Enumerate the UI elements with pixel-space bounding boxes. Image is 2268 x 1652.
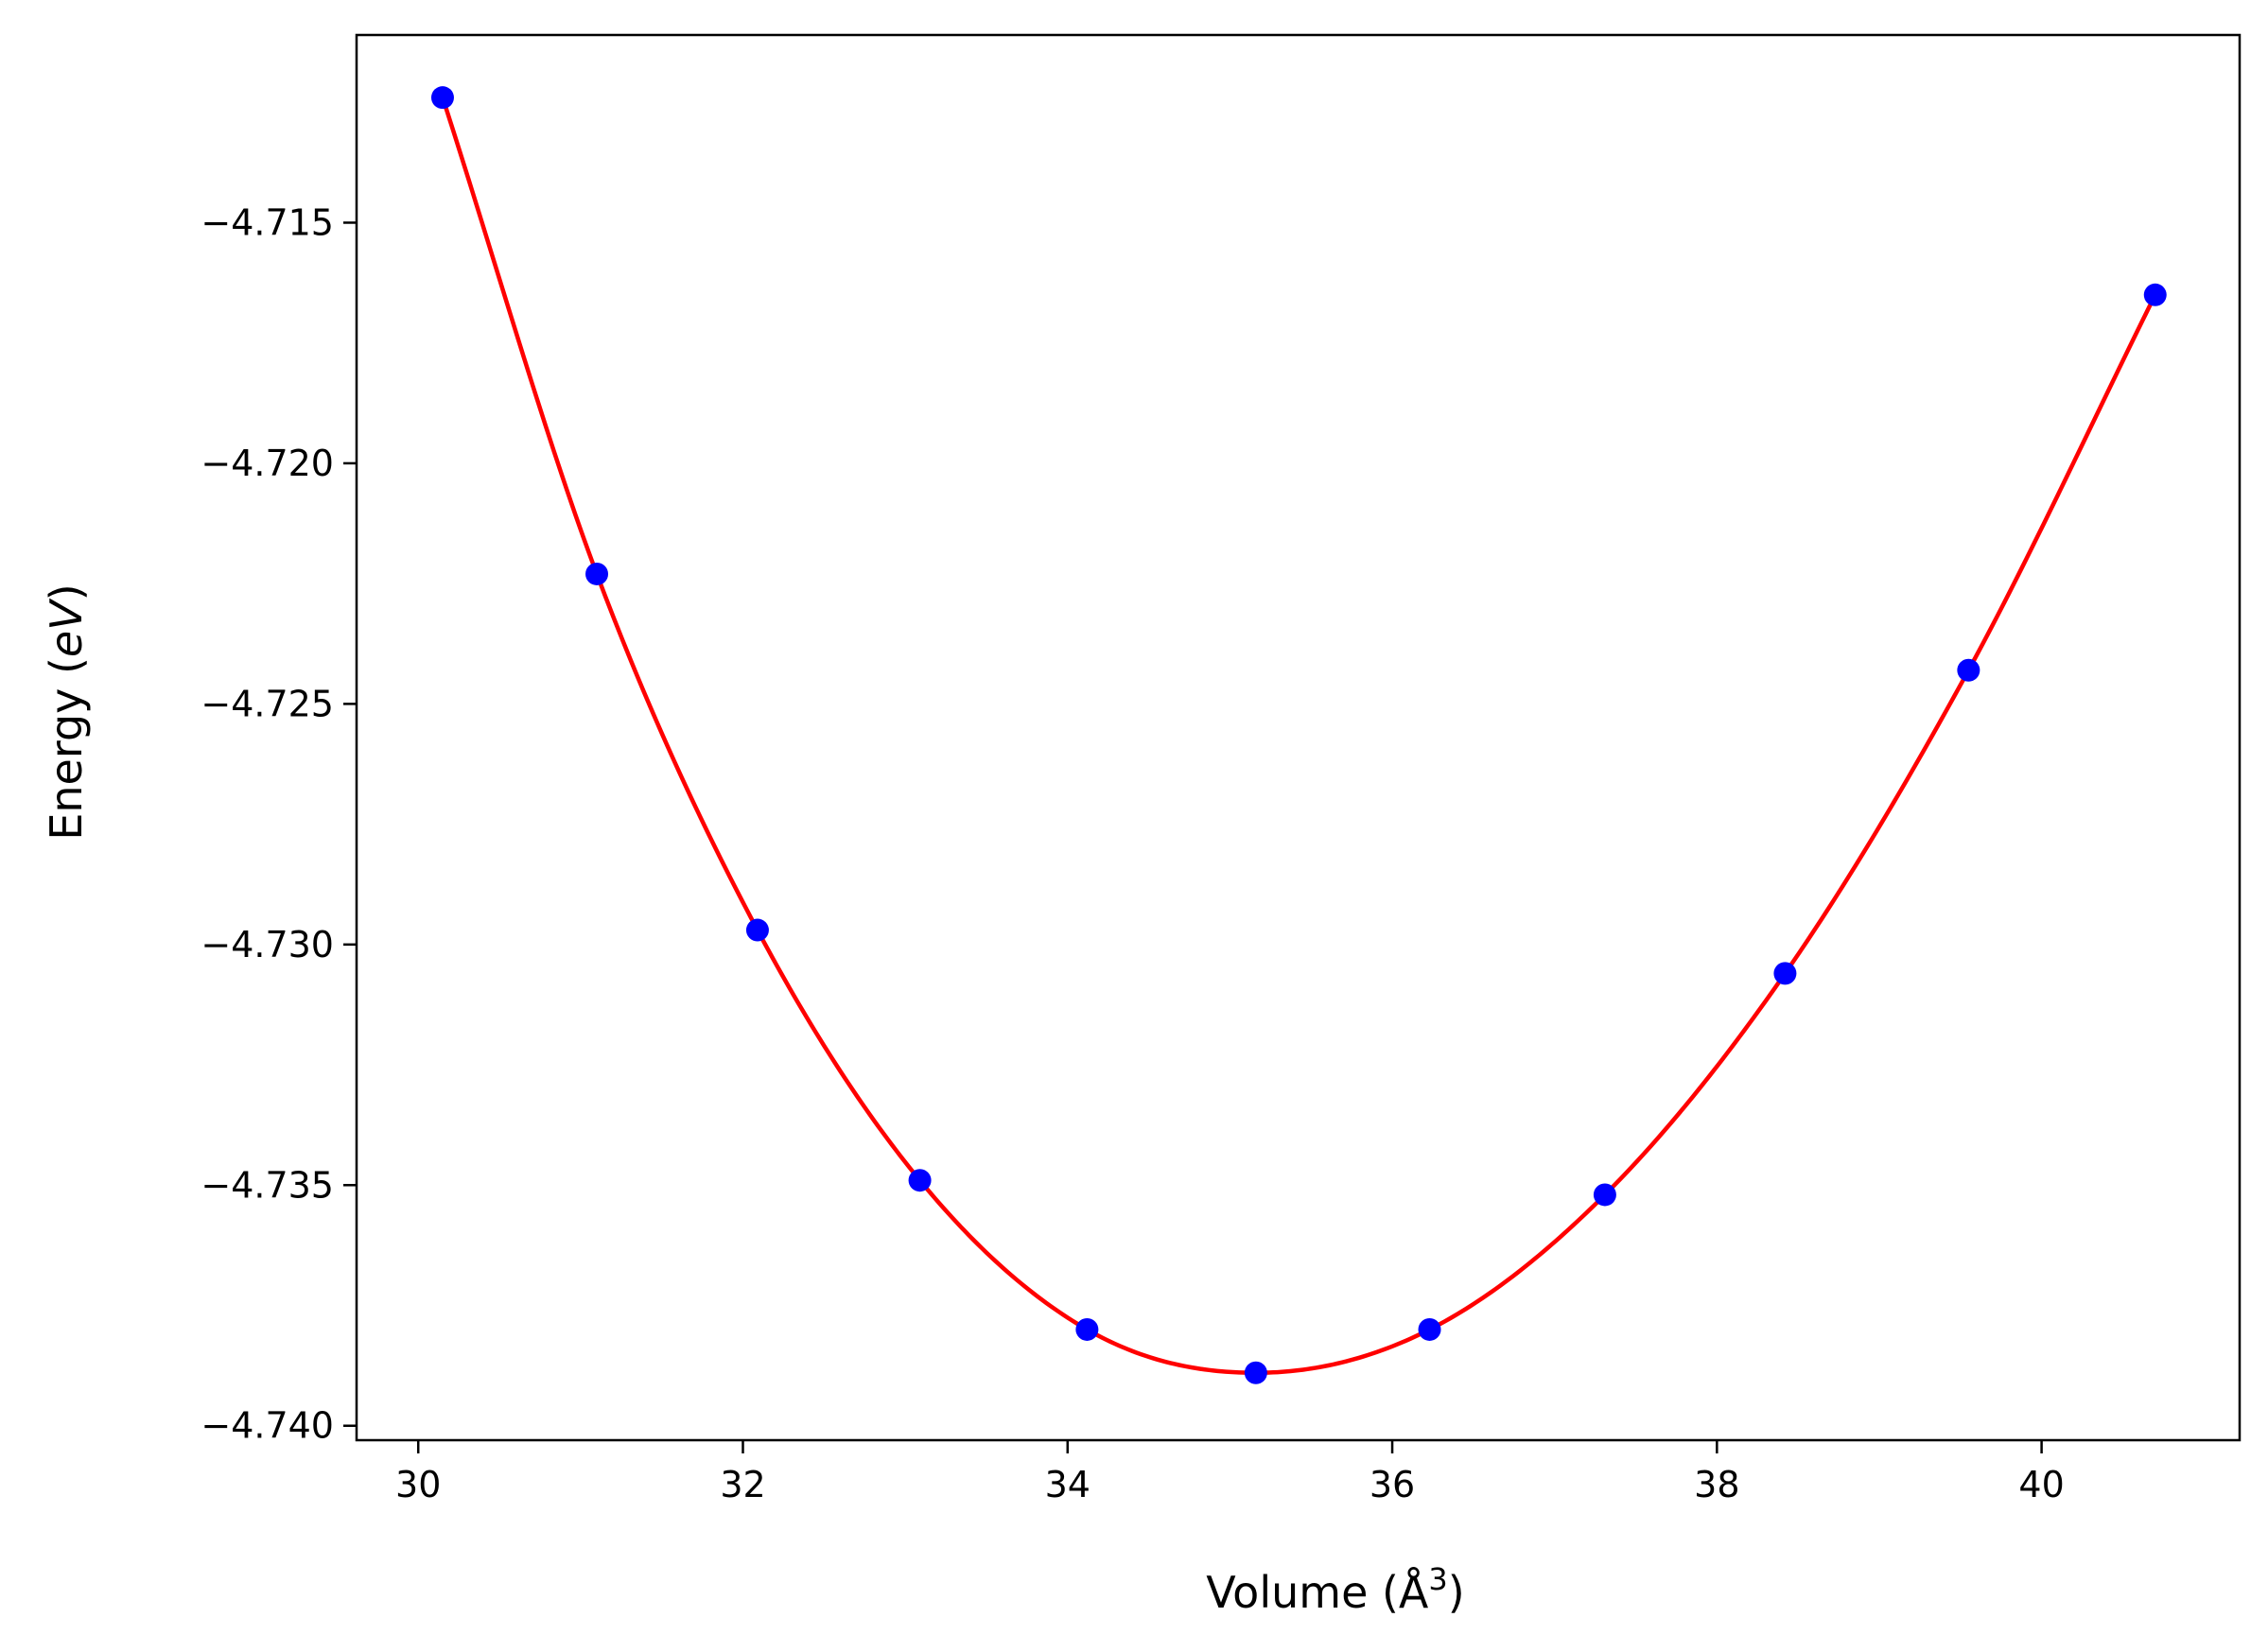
- data-point: [908, 1169, 932, 1192]
- x-axis-ticks: 30 32 34 36 38 40: [395, 1440, 2065, 1505]
- y-tick-label: −4.735: [201, 1164, 334, 1206]
- data-point: [1957, 658, 1980, 682]
- data-point: [430, 86, 454, 110]
- fit-curve-line: [440, 96, 2157, 1376]
- y-axis-label-unit: eV: [41, 598, 92, 657]
- data-point: [2143, 283, 2167, 306]
- y-tick-label: −4.720: [201, 443, 334, 484]
- y-axis-label-text: Energy (: [41, 657, 92, 841]
- plot-frame: [355, 33, 2242, 1442]
- y-tick-label: −4.715: [201, 201, 334, 243]
- x-axis-label-text: Volume (Å: [1206, 1567, 1429, 1618]
- data-point: [1773, 962, 1797, 985]
- x-tick-label: 32: [720, 1464, 765, 1505]
- data-point: [1244, 1361, 1267, 1384]
- y-axis-ticks: −4.715 −4.720 −4.725 −4.730 −4.735 −4.740: [201, 201, 357, 1447]
- x-tick-label: 40: [2018, 1464, 2064, 1505]
- data-point: [1418, 1317, 1441, 1341]
- data-point: [585, 562, 609, 585]
- plot-area: [357, 35, 2240, 1440]
- data-point: [1075, 1317, 1099, 1341]
- x-tick-label: 34: [1045, 1464, 1090, 1505]
- data-point: [745, 918, 769, 942]
- y-tick-label: −4.730: [201, 924, 334, 965]
- y-axis-label: Energy (eV): [41, 583, 92, 840]
- x-tick-label: 30: [395, 1464, 441, 1505]
- x-tick-label: 38: [1694, 1464, 1739, 1505]
- x-axis-label-superscript: 3: [1428, 1561, 1447, 1597]
- fit-curve-layer: [440, 96, 2157, 1376]
- data-points-layer: [430, 86, 2167, 1384]
- data-point: [1593, 1183, 1616, 1207]
- x-tick-label: 36: [1370, 1464, 1415, 1505]
- y-tick-label: −4.725: [201, 683, 334, 724]
- x-axis-label-close: ): [1448, 1567, 1465, 1618]
- y-axis-label-close: ): [41, 583, 92, 600]
- y-tick-label: −4.740: [201, 1405, 334, 1447]
- x-axis-label: Volume (Å3): [1206, 1561, 1464, 1618]
